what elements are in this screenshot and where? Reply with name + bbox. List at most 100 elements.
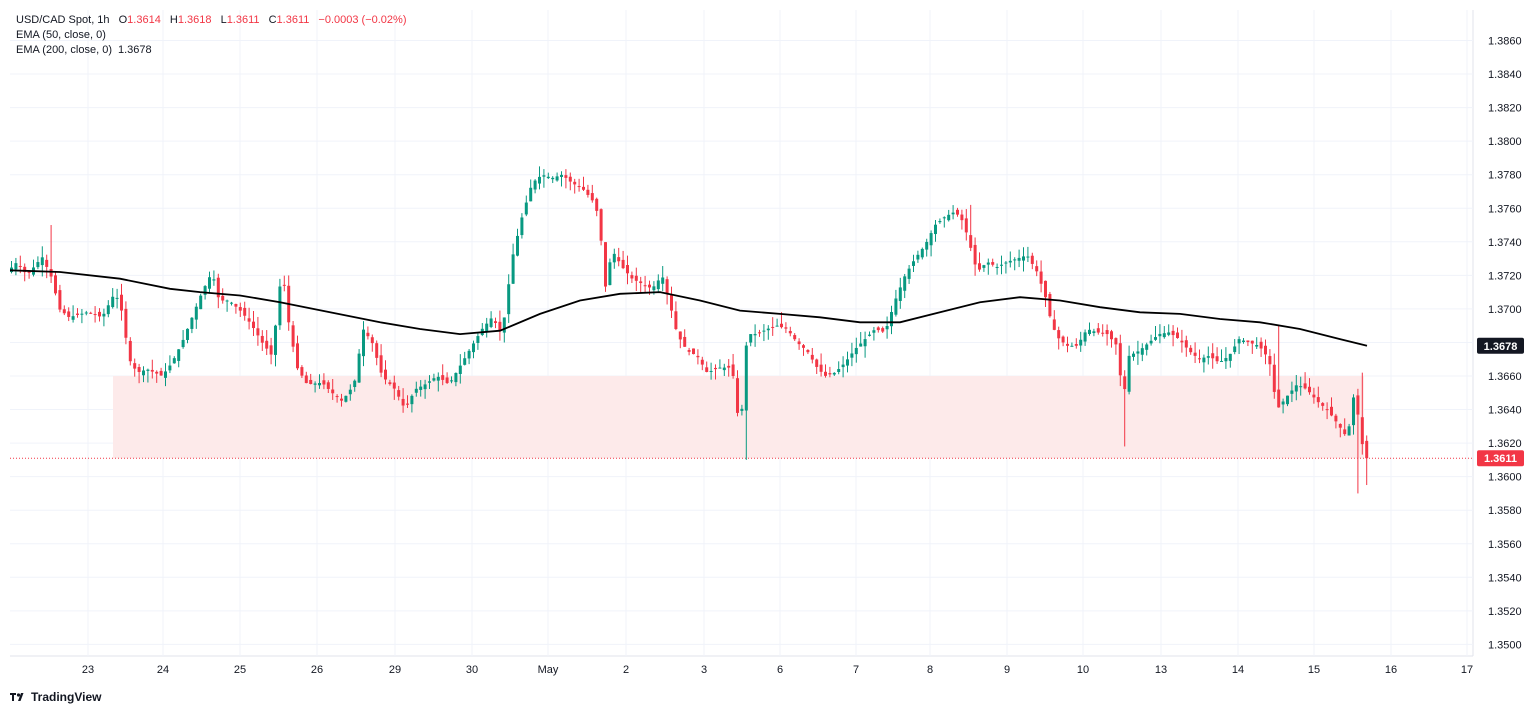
candle-body: [511, 254, 515, 284]
candle-body: [1211, 353, 1215, 359]
y-tick-label: 1.3820: [1488, 103, 1522, 115]
candle-body: [1215, 356, 1219, 362]
candle-body: [744, 345, 748, 411]
candle-body: [784, 327, 788, 329]
candle-body: [815, 359, 819, 367]
candle-body: [634, 275, 638, 281]
candle-body: [1114, 338, 1118, 345]
candle-body: [1022, 256, 1025, 261]
candle-body: [969, 235, 973, 248]
candle-body: [1272, 364, 1276, 392]
candle-body: [93, 314, 97, 316]
last-price-label-bg: [1477, 450, 1524, 467]
candle-body: [436, 376, 440, 381]
candle-body: [304, 375, 308, 384]
candle-body: [498, 321, 502, 331]
candle-body: [1264, 345, 1267, 355]
candle-body: [318, 383, 321, 386]
candle-body: [379, 355, 383, 373]
candle-body: [995, 266, 999, 268]
candle-body: [472, 343, 475, 353]
candle-body: [863, 339, 867, 347]
candle-body: [590, 193, 594, 201]
high-value: 1.3618: [177, 14, 212, 26]
candle-body: [859, 343, 863, 347]
candle-body: [128, 340, 132, 362]
candle-body: [964, 218, 968, 233]
candle-body: [454, 372, 458, 383]
candle-body: [1255, 344, 1259, 347]
candle-body: [18, 265, 22, 267]
candle-body: [1206, 356, 1210, 358]
x-tick-label: 7: [853, 664, 859, 676]
chart-legend: USD/CAD Spot, 1h O1.3614 H1.3618 L1.3611…: [16, 13, 407, 58]
candle-body: [159, 370, 163, 376]
candle-body: [142, 370, 145, 376]
x-tick-label: 26: [311, 664, 323, 676]
candle-body: [1070, 345, 1074, 347]
y-tick-label: 1.3720: [1488, 270, 1522, 282]
candle-body: [322, 380, 326, 385]
candle-body: [450, 380, 453, 382]
candle-body: [700, 359, 704, 365]
y-tick-label: 1.3600: [1488, 472, 1522, 484]
candle-body: [771, 326, 775, 328]
candle-body: [76, 313, 79, 315]
candle-body: [533, 180, 537, 190]
candle-body: [780, 323, 783, 328]
candle-body: [278, 286, 282, 326]
candle-body: [872, 330, 876, 333]
candle-body: [269, 345, 273, 355]
candle-body: [36, 262, 40, 268]
candle-body: [111, 296, 115, 308]
candle-body: [1008, 260, 1012, 263]
candle-body: [502, 317, 506, 333]
candle-body: [1044, 280, 1047, 298]
candle-body: [1233, 346, 1237, 353]
candle-body: [885, 326, 889, 330]
candle-body: [27, 271, 31, 273]
time-axis[interactable]: 23 24 25 26 29 30 May 2 3 6 7 8 9 10 13 14 15 16 17: [82, 664, 1473, 676]
candle-body: [238, 307, 242, 311]
candle-body: [476, 336, 480, 343]
candle-body: [397, 390, 401, 397]
candle-body: [652, 286, 656, 291]
tradingview-brand[interactable]: TradingView: [9, 690, 101, 704]
tradingview-logo-icon: [10, 693, 24, 701]
candle-body: [89, 312, 93, 314]
x-tick-label: 14: [1232, 664, 1244, 676]
candle-body: [340, 398, 343, 401]
candle-body: [410, 395, 414, 405]
candle-body: [1360, 417, 1364, 445]
candle-body: [67, 311, 71, 317]
candle-body: [907, 268, 911, 279]
candle-body: [1013, 259, 1017, 261]
candle-body: [353, 380, 357, 388]
candle-body: [260, 335, 264, 343]
candle-body: [186, 328, 189, 340]
candle-body: [274, 325, 277, 355]
candle-body: [727, 365, 731, 368]
symbol-title[interactable]: USD/CAD Spot, 1h: [16, 14, 110, 26]
candle-body: [49, 269, 53, 277]
candle-body: [392, 382, 396, 389]
candle-body: [1096, 328, 1100, 333]
candle-body: [894, 298, 898, 315]
candle-body: [366, 332, 370, 337]
candle-body: [489, 318, 493, 327]
candle-body: [749, 334, 753, 343]
candle-body: [401, 398, 405, 406]
candle-body: [62, 309, 66, 314]
change-value: −0.0003 (−0.02%): [318, 14, 407, 26]
candle-body: [1242, 340, 1245, 342]
candle-body: [705, 367, 709, 372]
candle-body: [1330, 406, 1333, 416]
candle-body: [577, 186, 581, 188]
ema50-label[interactable]: EMA (50, close, 0): [16, 29, 106, 41]
ema200-label[interactable]: EMA (200, close, 0): [16, 44, 112, 56]
candle-body: [714, 367, 717, 370]
candle-body: [71, 316, 75, 320]
candle-body: [986, 262, 990, 265]
candle-body: [1281, 401, 1285, 405]
